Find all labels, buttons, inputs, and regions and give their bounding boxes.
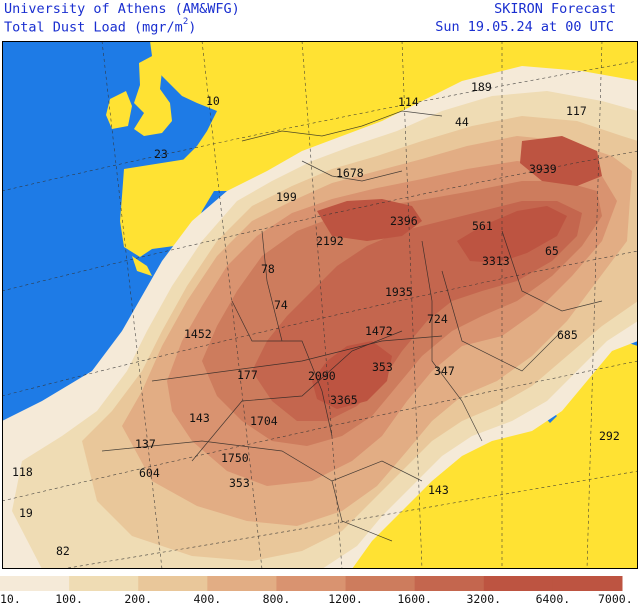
- legend-tick-label: 1200.: [328, 592, 363, 605]
- dust-value-label: 1678: [336, 166, 364, 180]
- color-legend: 10. 100. 200. 400. 800. 1200. 1600. 3200. 6400. 7…: [0, 576, 633, 605]
- dust-value-label: 685: [557, 328, 578, 342]
- dust-value-label: 2090: [308, 369, 336, 383]
- dust-level-3200c: [317, 199, 422, 241]
- dust-value-label: 23: [154, 147, 168, 161]
- unit-close: ): [188, 19, 197, 36]
- dust-value-label: 2396: [390, 214, 418, 228]
- legend-tick-label: 100.: [55, 592, 83, 605]
- dust-value-label: 143: [189, 411, 210, 425]
- dust-value-label: 3365: [330, 393, 358, 407]
- dust-value-label: 3939: [529, 162, 557, 176]
- dust-load-map[interactable]: 10 114 189 117 44 23 1678 3939 199 2396 561 2192 65 3…: [2, 41, 638, 569]
- dust-value-label: 1704: [250, 414, 278, 428]
- legend-swatch: [138, 576, 208, 591]
- dust-value-label: 724: [427, 312, 448, 326]
- unit-exponent: 2: [182, 17, 189, 27]
- legend-swatch: [345, 576, 416, 591]
- dust-value-label: 604: [139, 466, 160, 480]
- legend-swatch: [276, 576, 347, 591]
- valid-time: Sun 19.05.24 at 00 UTC: [435, 19, 614, 35]
- legend-tick-label: 400.: [193, 592, 221, 605]
- legend-swatch: [0, 576, 70, 591]
- dust-value-label: 74: [274, 298, 288, 312]
- variable-title: Total Dust Load (mgr/m2): [4, 17, 197, 36]
- dust-value-label: 118: [12, 465, 33, 479]
- legend-tick-label: 10.: [0, 592, 21, 605]
- dust-value-label: 117: [566, 104, 587, 118]
- dust-value-label: 10: [206, 94, 220, 108]
- dust-value-label: 2192: [316, 234, 344, 248]
- legend-tick-label: 7000.: [598, 592, 633, 605]
- dust-value-label: 199: [276, 190, 297, 204]
- legend-swatch: [69, 576, 139, 591]
- dust-value-label: 3313: [482, 254, 510, 268]
- dust-value-label: 78: [261, 262, 275, 276]
- legend-swatch: [552, 576, 623, 591]
- dust-value-label: 353: [372, 360, 393, 374]
- dust-value-label: 44: [455, 115, 469, 129]
- legend-tick-label: 3200.: [466, 592, 501, 605]
- dust-value-label: 19: [19, 506, 33, 520]
- legend-swatch: [414, 576, 485, 591]
- graticule: [2, 41, 638, 569]
- dust-value-label: 177: [237, 368, 258, 382]
- legend-swatch: [207, 576, 277, 591]
- legend-tick-label: 6400.: [536, 592, 571, 605]
- dust-value-label: 561: [472, 219, 493, 233]
- legend-swatches: [0, 576, 623, 591]
- variable-name: Total Dust Load (mgr/m: [4, 19, 183, 36]
- dust-value-label: 65: [545, 244, 559, 258]
- value-labels: 10 114 189 117 44 23 1678 3939 199 2396 561 2192 65 3…: [12, 80, 620, 558]
- dust-contours: [2, 66, 638, 569]
- dust-value-label: 1472: [365, 324, 393, 338]
- map-header: University of Athens (AM&WFG) Total Dust…: [0, 0, 640, 42]
- dust-value-label: 1452: [184, 327, 212, 341]
- dust-value-label: 82: [56, 544, 70, 558]
- dust-level-3200b: [457, 206, 567, 263]
- legend-ticks: 10. 100. 200. 400. 800. 1200. 1600. 3200. 6400. 7…: [0, 592, 633, 605]
- institution-title: University of Athens (AM&WFG): [4, 1, 240, 17]
- model-title: SKIRON Forecast: [494, 1, 616, 17]
- dust-value-label: 292: [599, 429, 620, 443]
- legend-tick-label: 800.: [263, 592, 291, 605]
- country-borders: [101, 110, 603, 542]
- dust-value-label: 114: [398, 95, 419, 109]
- dust-value-label: 189: [471, 80, 492, 94]
- dust-value-label: 1935: [385, 285, 413, 299]
- legend-tick-label: 200.: [124, 592, 152, 605]
- legend-tick-label: 1600.: [397, 592, 432, 605]
- dust-value-label: 143: [428, 483, 449, 497]
- legend-swatch: [483, 576, 554, 591]
- dust-value-label: 353: [229, 476, 250, 490]
- dust-level-3200d: [520, 136, 602, 186]
- dust-value-label: 347: [434, 364, 455, 378]
- land-ireland: [106, 91, 132, 129]
- land-britain: [134, 55, 172, 136]
- dust-level-3200: [312, 341, 392, 409]
- dust-value-label: 1750: [221, 451, 249, 465]
- dust-value-label: 137: [135, 437, 156, 451]
